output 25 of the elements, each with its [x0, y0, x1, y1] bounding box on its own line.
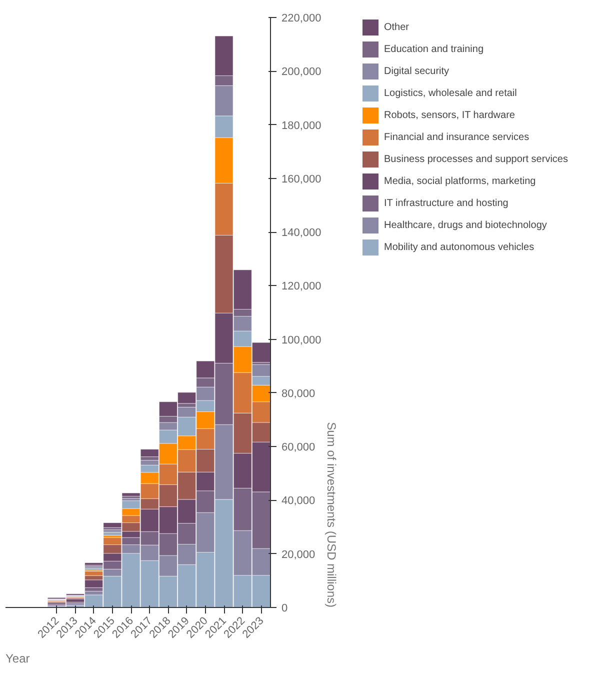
- legend-label: Business processes and support services: [384, 154, 568, 164]
- legend-label: Mobility and autonomous vehicles: [384, 242, 534, 252]
- legend-label: Media, social platforms, marketing: [384, 176, 536, 186]
- legend-label: Financial and insurance services: [384, 132, 530, 142]
- y-tick-label: 140,000: [282, 227, 322, 240]
- legend-label: Digital security: [384, 66, 450, 76]
- y-tick-label: 200,000: [282, 66, 322, 78]
- y-tick-label: 60,000: [282, 442, 316, 454]
- y-axis-title: Sum of investments (USD millions): [324, 422, 338, 608]
- y-tick-label: 160,000: [282, 173, 322, 186]
- legend-label: Robots, sensors, IT hardware: [384, 110, 515, 120]
- legend-label: Healthcare, drugs and biotechnology: [384, 220, 547, 230]
- x-axis-title: Year: [6, 652, 30, 666]
- y-tick-label: 180,000: [282, 120, 322, 132]
- legend-label: Education and training: [384, 44, 484, 54]
- y-tick-label: 20,000: [282, 548, 316, 561]
- y-tick-label: 80,000: [282, 388, 316, 400]
- y-tick-label: 40,000: [282, 495, 316, 508]
- legend-label: Logistics, wholesale and retail: [384, 88, 517, 98]
- legend-label: Other: [384, 22, 410, 32]
- y-tick-label: 220,000: [282, 12, 322, 24]
- y-tick-label: 100,000: [282, 334, 322, 346]
- y-tick-label: 120,000: [282, 280, 322, 293]
- y-tick-label: 0: [282, 602, 288, 614]
- legend-label: IT infrastructure and hosting: [384, 198, 508, 208]
